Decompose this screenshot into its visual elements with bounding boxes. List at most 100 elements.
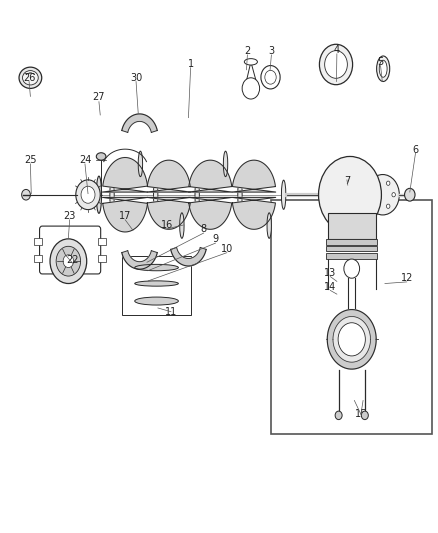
- Circle shape: [405, 188, 415, 201]
- Circle shape: [265, 70, 276, 84]
- Ellipse shape: [238, 180, 242, 209]
- Ellipse shape: [379, 60, 387, 77]
- Text: 15: 15: [355, 409, 367, 419]
- Ellipse shape: [267, 213, 272, 238]
- Polygon shape: [147, 197, 191, 229]
- Text: 25: 25: [24, 155, 37, 165]
- Polygon shape: [327, 340, 376, 369]
- Polygon shape: [188, 197, 232, 229]
- Circle shape: [392, 192, 396, 197]
- Circle shape: [386, 204, 390, 208]
- Polygon shape: [122, 114, 157, 132]
- Text: 22: 22: [67, 255, 79, 265]
- Text: 23: 23: [64, 211, 76, 221]
- Ellipse shape: [96, 153, 106, 160]
- Polygon shape: [188, 160, 232, 192]
- Polygon shape: [232, 197, 276, 229]
- Polygon shape: [171, 247, 206, 266]
- Text: 27: 27: [93, 92, 105, 102]
- Ellipse shape: [135, 297, 178, 305]
- Circle shape: [335, 411, 342, 419]
- Circle shape: [375, 204, 379, 208]
- Circle shape: [50, 239, 87, 284]
- Text: 30: 30: [130, 73, 142, 83]
- Circle shape: [325, 51, 347, 78]
- Text: 9: 9: [212, 235, 219, 245]
- Bar: [326, 253, 377, 259]
- Text: 11: 11: [165, 306, 177, 317]
- Ellipse shape: [244, 59, 258, 65]
- Bar: [326, 246, 377, 251]
- Text: 3: 3: [268, 46, 275, 56]
- Ellipse shape: [135, 264, 178, 271]
- Circle shape: [370, 192, 374, 197]
- Ellipse shape: [22, 70, 38, 85]
- Polygon shape: [147, 160, 191, 192]
- Circle shape: [366, 174, 399, 215]
- Ellipse shape: [96, 176, 102, 213]
- Text: 5: 5: [378, 57, 384, 67]
- Circle shape: [63, 255, 74, 268]
- Text: 2: 2: [244, 46, 251, 56]
- Circle shape: [242, 78, 260, 99]
- Circle shape: [386, 181, 390, 185]
- Bar: [34, 255, 42, 262]
- Circle shape: [373, 191, 378, 198]
- Text: 17: 17: [119, 211, 131, 221]
- Ellipse shape: [153, 180, 158, 209]
- Polygon shape: [102, 197, 148, 232]
- Circle shape: [76, 180, 100, 209]
- Bar: [272, 200, 432, 434]
- Polygon shape: [232, 160, 276, 192]
- Circle shape: [342, 185, 358, 204]
- Ellipse shape: [282, 180, 286, 209]
- Polygon shape: [327, 310, 376, 340]
- Text: 1: 1: [187, 60, 194, 69]
- Text: 7: 7: [345, 176, 351, 187]
- Circle shape: [329, 169, 334, 176]
- Bar: [98, 255, 106, 262]
- Polygon shape: [122, 251, 157, 269]
- Text: 4: 4: [334, 45, 340, 54]
- Circle shape: [21, 189, 30, 200]
- Bar: [326, 239, 377, 245]
- Circle shape: [344, 259, 360, 278]
- Text: 13: 13: [324, 268, 336, 278]
- Ellipse shape: [195, 180, 199, 209]
- Circle shape: [338, 323, 365, 356]
- Circle shape: [366, 214, 371, 220]
- Circle shape: [366, 169, 371, 176]
- Circle shape: [56, 246, 81, 276]
- Circle shape: [331, 314, 373, 365]
- Text: 14: 14: [324, 282, 336, 292]
- Text: 8: 8: [201, 224, 207, 235]
- Text: 6: 6: [413, 144, 419, 155]
- Text: 10: 10: [221, 244, 233, 254]
- Ellipse shape: [19, 67, 42, 88]
- Circle shape: [329, 214, 334, 220]
- FancyBboxPatch shape: [39, 226, 101, 274]
- Ellipse shape: [377, 56, 390, 82]
- Bar: [98, 238, 106, 246]
- Circle shape: [375, 181, 379, 185]
- Text: 24: 24: [79, 155, 91, 165]
- Bar: [34, 238, 42, 246]
- Polygon shape: [102, 158, 148, 192]
- Circle shape: [347, 160, 353, 166]
- Text: 26: 26: [23, 73, 35, 83]
- Ellipse shape: [110, 180, 114, 209]
- Circle shape: [319, 44, 353, 85]
- Circle shape: [81, 186, 95, 203]
- Text: 12: 12: [401, 273, 413, 283]
- Text: 16: 16: [161, 220, 173, 230]
- Circle shape: [361, 411, 368, 419]
- Ellipse shape: [180, 213, 184, 238]
- Circle shape: [261, 66, 280, 89]
- Bar: [122, 256, 191, 316]
- Circle shape: [318, 157, 381, 233]
- Ellipse shape: [138, 151, 143, 176]
- Ellipse shape: [135, 281, 178, 286]
- Circle shape: [321, 191, 327, 198]
- Ellipse shape: [223, 151, 228, 176]
- Bar: [328, 213, 376, 239]
